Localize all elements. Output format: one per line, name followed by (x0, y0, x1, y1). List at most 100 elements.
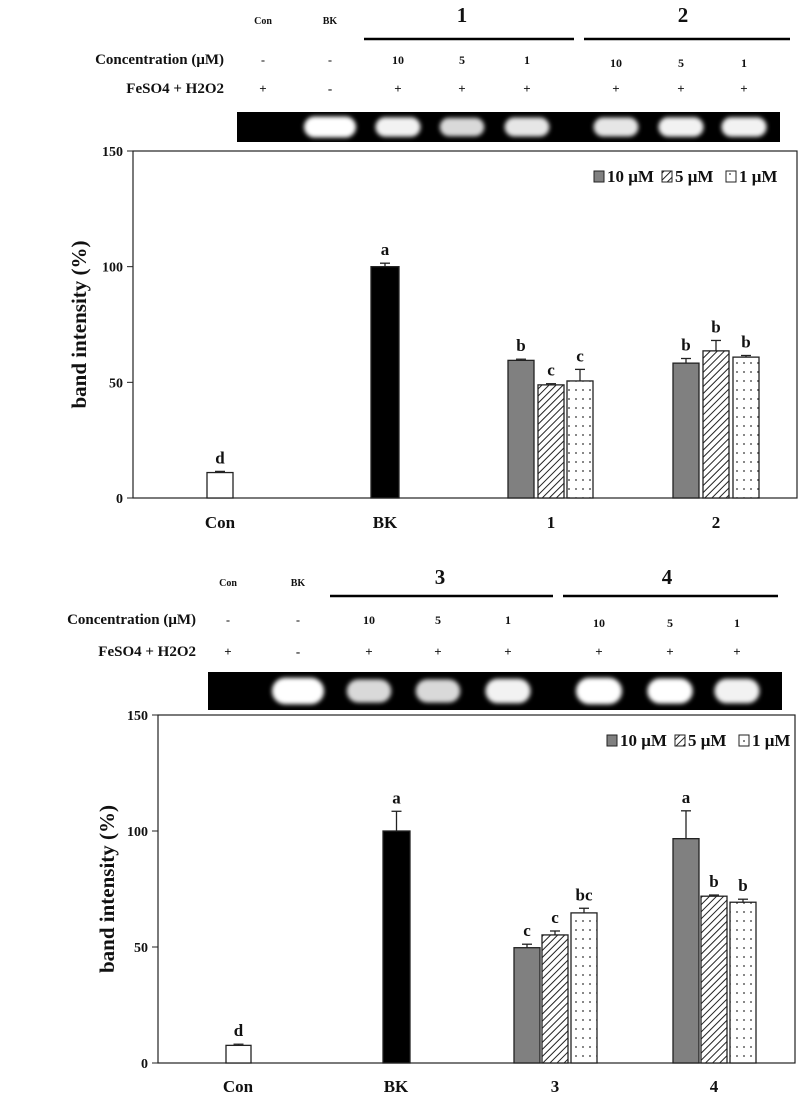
treatment-value: + (224, 644, 231, 659)
treatment-value: + (740, 81, 747, 96)
panel-1: Con BK 1 2 Concentration (μM) - - 10 5 1 10 5 1 FeSO4… (67, 3, 798, 532)
concentration-value: 5 (435, 613, 441, 627)
gel-band (415, 679, 461, 703)
legend-swatch (593, 170, 605, 183)
plot-frame (157, 714, 796, 1064)
concentration-label: Concentration (μM) (95, 52, 224, 68)
bar-bk (382, 830, 411, 1064)
concentration-value: 10 (363, 613, 375, 627)
legend-label: 1 μM (752, 731, 790, 750)
significance-letter: a (381, 240, 390, 259)
bar-4-series-3 (729, 901, 757, 1064)
significance-letter: a (392, 788, 401, 807)
compound-label: 3 (435, 565, 446, 589)
concentration-value: 5 (667, 616, 673, 630)
axes: 0 50 100 150 band intensity (%) Con BK 1 2 (67, 145, 798, 532)
concentration-value: 1 (741, 56, 747, 70)
x-category-label: Con (205, 513, 236, 532)
axes: 0 50 100 150 band intensity (%) Con BK 3 4 (95, 709, 796, 1096)
legend-label: 10 μM (620, 731, 667, 750)
bar-4-series-2 (700, 895, 728, 1064)
y-axis-label: band intensity (%) (95, 805, 119, 973)
y-tick-label: 50 (109, 376, 123, 391)
lane-label-con: Con (254, 16, 272, 27)
concentration-value: - (261, 53, 265, 67)
x-category-label: BK (384, 1077, 409, 1096)
y-tick-label: 0 (141, 1057, 148, 1072)
x-category-label: BK (373, 513, 398, 532)
compound-label: 4 (662, 565, 673, 589)
significance-letter: b (711, 317, 720, 336)
y-tick-label: 100 (102, 261, 123, 276)
treatment-value: + (458, 81, 465, 96)
bar-1-series-3 (566, 380, 594, 499)
gel-band (485, 678, 531, 704)
compound-label: 1 (457, 3, 468, 27)
lane-label-bk: BK (291, 578, 306, 589)
gel-band (375, 117, 421, 137)
legend-label: 1 μM (739, 167, 777, 186)
gel-band (272, 677, 324, 705)
concentration-value: 1 (505, 613, 511, 627)
significance-letter: b (741, 332, 750, 351)
gel-header: Con BK 1 2 Concentration (μM) - - 10 5 1 10 5 1 FeSO4… (95, 3, 790, 97)
concentration-value: - (296, 613, 300, 627)
treatment-label: FeSO4 + H2O2 (126, 81, 224, 97)
gel-band (658, 117, 704, 137)
significance-letter: a (682, 788, 691, 807)
bar-3-series-3 (570, 912, 598, 1064)
significance-letter: c (576, 346, 584, 365)
significance-letter: d (234, 1021, 244, 1040)
y-tick-label: 50 (134, 941, 148, 956)
bar-con (225, 1044, 252, 1064)
significance-letter: c (547, 361, 555, 380)
bar-bk (370, 266, 400, 499)
gel-image (237, 112, 780, 142)
concentration-value: 5 (459, 53, 465, 67)
gel-band (576, 677, 622, 705)
gel-header: Con BK 3 4 Concentration (μM) - - 10 5 1 10 5 1 FeSO4… (67, 565, 778, 660)
treatment-value: + (523, 81, 530, 96)
bar-4-series-1 (672, 838, 700, 1064)
legend: 10 μM 5 μM 1 μM (593, 167, 777, 186)
treatment-value: + (259, 81, 266, 96)
significance-letter: c (551, 908, 559, 927)
bar-con (206, 471, 234, 499)
concentration-value: 10 (392, 53, 404, 67)
treatment-value: + (733, 644, 740, 659)
legend-swatch (725, 170, 737, 183)
legend-label: 10 μM (607, 167, 654, 186)
bar-2-series-2 (702, 350, 730, 499)
gel-band (714, 678, 760, 704)
y-axis-label: band intensity (%) (67, 240, 91, 408)
treatment-value: + (677, 81, 684, 96)
gel-band (647, 678, 693, 704)
y-tick-label: 150 (102, 145, 123, 160)
treatment-value: + (595, 644, 602, 659)
legend-swatch (606, 734, 618, 747)
plot-frame (132, 150, 798, 499)
treatment-value: + (504, 644, 511, 659)
legend-swatch (661, 170, 673, 183)
concentration-value: 10 (610, 56, 622, 70)
compound-label: 2 (678, 3, 689, 27)
significance-letter: b (709, 872, 718, 891)
significance-letter: b (738, 876, 747, 895)
bars: d a c a c b bc b (225, 788, 757, 1064)
concentration-value: 1 (524, 53, 530, 67)
x-category-label: 1 (547, 513, 556, 532)
treatment-value: + (612, 81, 619, 96)
legend-swatch (738, 734, 750, 747)
x-category-label: Con (223, 1077, 254, 1096)
concentration-label: Concentration (μM) (67, 612, 196, 628)
treatment-value: + (666, 644, 673, 659)
significance-letter: d (215, 448, 225, 467)
significance-letter: bc (576, 885, 593, 904)
treatment-label: FeSO4 + H2O2 (98, 644, 196, 660)
x-category-label: 4 (710, 1077, 719, 1096)
x-category-label: 2 (712, 513, 721, 532)
concentration-value: 5 (678, 56, 684, 70)
treatment-value: - (328, 81, 332, 96)
